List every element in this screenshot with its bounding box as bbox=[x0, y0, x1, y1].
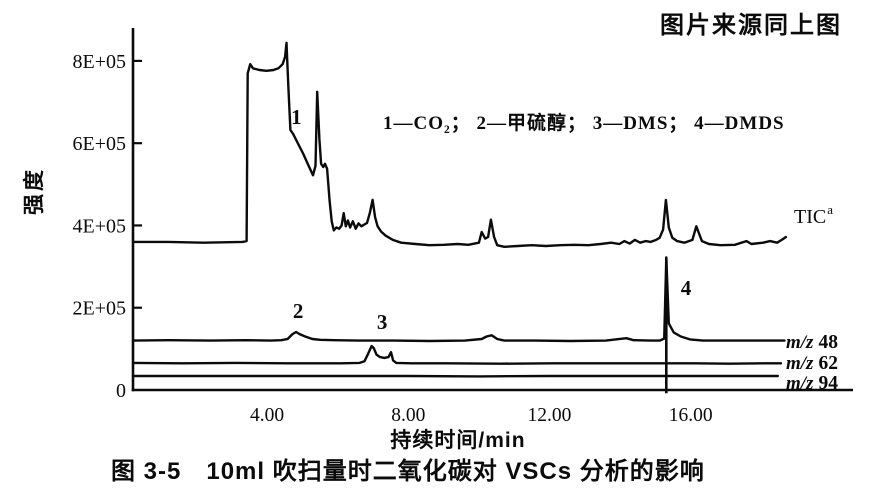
x-axis-title: 持续时间/min bbox=[390, 429, 526, 452]
y-tick-label: 4E+05 bbox=[73, 215, 127, 237]
source-note: 图片来源同上图 bbox=[660, 12, 842, 39]
x-tick-label: 16.00 bbox=[669, 405, 713, 426]
y-axis-title: 强度 bbox=[23, 167, 46, 215]
peak-label-2: 2 bbox=[293, 299, 304, 323]
figure-caption: 图 3-5 10ml 吹扫量时二氧化碳对 VSCs 分析的影响 bbox=[111, 458, 705, 485]
y-tick-label: 6E+05 bbox=[73, 133, 127, 155]
trace-tic bbox=[131, 41, 788, 248]
x-tick-label: 8.00 bbox=[391, 405, 425, 426]
x-tick-label: 4.00 bbox=[250, 405, 284, 426]
y-tick-label: 8E+05 bbox=[73, 51, 127, 73]
peak-label-3: 3 bbox=[377, 310, 388, 334]
trace-name-labels: TICa m/z 48m/z 62m/z 94 bbox=[786, 202, 838, 394]
peak-number-labels: 1 2 3 4 bbox=[291, 105, 692, 334]
trace-label-m-z-48: m/z 48 bbox=[786, 332, 838, 353]
x-tick-label: 12.00 bbox=[528, 405, 572, 426]
trace-label-m-z-62: m/z 62 bbox=[786, 353, 838, 374]
trace-m-z-62 bbox=[131, 344, 783, 365]
peak-label-1: 1 bbox=[291, 105, 302, 129]
y-tick-label: 2E+05 bbox=[73, 298, 127, 320]
axes: 8E+05 6E+05 4E+05 2E+05 0 4.00 8.00 12.00 16.00 bbox=[73, 28, 853, 426]
peak-label-4: 4 bbox=[681, 276, 692, 300]
peak-legend: 1—CO₂； 2—甲硫醇； 3—DMS； 4—DMDS bbox=[383, 113, 785, 134]
trace-label-m-z-94: m/z 94 bbox=[786, 373, 838, 394]
trace-m-z-48 bbox=[131, 256, 786, 343]
y-tick-label: 0 bbox=[116, 380, 126, 402]
traces bbox=[131, 41, 788, 394]
trace-label-tic: TICa bbox=[794, 202, 833, 228]
